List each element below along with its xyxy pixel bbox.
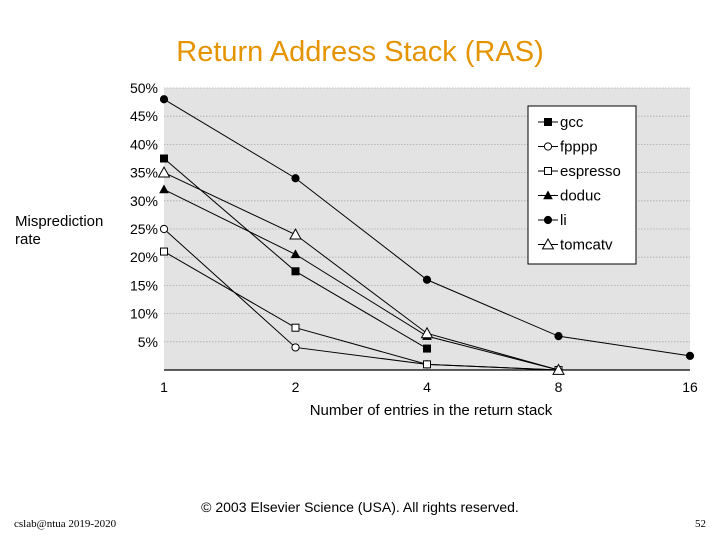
y-tick-label: 35%	[130, 165, 158, 181]
data-point-doduc	[290, 249, 301, 259]
data-point-tomcatv	[552, 363, 565, 375]
x-axis-title: Number of entries in the return stack	[310, 402, 553, 419]
data-point-li	[554, 332, 563, 341]
data-point-doduc	[159, 184, 169, 194]
x-tick-label: 16	[682, 379, 698, 395]
data-point-gcc	[423, 344, 431, 353]
x-tick-label: 4	[423, 379, 431, 395]
legend-marker-espresso	[544, 167, 552, 175]
legend-marker-gcc	[544, 118, 552, 126]
y-tick-label: 20%	[130, 249, 158, 265]
data-point-espresso	[160, 247, 168, 256]
y-tick-label: 30%	[130, 193, 158, 209]
data-point-li	[422, 275, 432, 284]
data-point-gcc	[160, 154, 168, 163]
data-point-espresso	[423, 360, 431, 369]
data-point-tomcatv	[157, 166, 171, 178]
series-line-doduc	[163, 189, 559, 371]
y-tick-label: 5%	[138, 334, 158, 350]
legend-marker-tomcatv	[541, 237, 555, 250]
x-tick-label: 2	[292, 379, 300, 395]
y-tick-label: 40%	[130, 136, 158, 152]
y-tick-label: 50%	[130, 80, 158, 96]
data-point-li	[291, 174, 300, 183]
data-point-li	[685, 351, 695, 360]
legend-label: gcc	[560, 114, 584, 131]
data-point-li	[159, 95, 169, 104]
y-tick-label: 25%	[130, 221, 158, 237]
copyright-notice: © 2003 Elsevier Science (USA). All right…	[201, 499, 519, 515]
series-line-tomcatv	[163, 172, 559, 371]
series-line-espresso	[163, 251, 559, 371]
legend-label: espresso	[560, 163, 621, 180]
legend-marker-li	[543, 215, 553, 225]
data-point-fpppp	[291, 343, 300, 352]
x-tick-label: 8	[555, 379, 563, 395]
data-point-gcc	[291, 267, 300, 276]
page-number: 52	[695, 518, 706, 530]
footer-label: cslab@ntua 2019-2020	[14, 518, 117, 530]
legend-label: doduc	[560, 188, 601, 205]
legend-marker-fpppp	[543, 142, 553, 151]
data-point-fpppp	[159, 224, 169, 234]
legend-label: tomcatv	[560, 237, 613, 254]
y-tick-label: 15%	[130, 277, 158, 293]
y-axis-title: Misprediction rate	[15, 213, 103, 248]
x-tick-label: 1	[160, 379, 168, 395]
y-tick-label: 45%	[130, 108, 158, 124]
data-point-espresso	[291, 323, 300, 332]
legend-marker-doduc	[543, 190, 553, 200]
legend-label: li	[560, 212, 567, 229]
slide-title: Return Address Stack (RAS)	[176, 36, 544, 68]
legend-label: fpppp	[560, 139, 598, 156]
data-point-tomcatv	[289, 228, 302, 240]
y-tick-label: 10%	[130, 306, 158, 322]
data-point-tomcatv	[420, 326, 434, 339]
legend-box	[527, 105, 637, 265]
